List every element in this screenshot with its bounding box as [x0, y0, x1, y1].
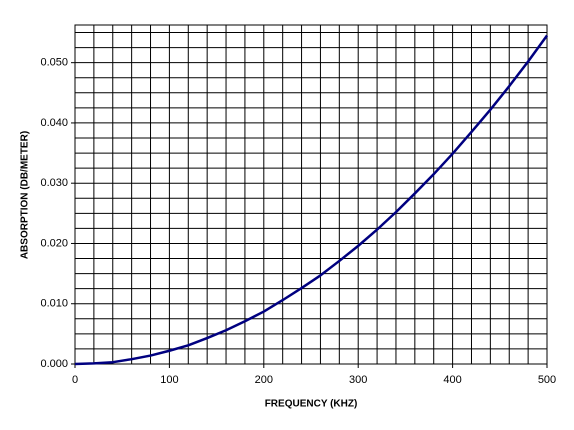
- x-tick-label: 100: [160, 374, 178, 386]
- y-axis-title: ABSORPTION (DB/METER): [20, 131, 31, 259]
- y-tick-label: 0.040: [40, 117, 68, 129]
- y-tick-label: 0.020: [40, 237, 68, 249]
- data-line: [74, 34, 549, 366]
- x-tick-label: 300: [349, 374, 367, 386]
- y-tick-label: 0.030: [40, 177, 68, 189]
- x-tick-label: 500: [538, 374, 556, 386]
- x-tick-label: 0: [72, 374, 78, 386]
- y-tick-label: 0.050: [40, 57, 68, 69]
- x-tick-label: 200: [255, 374, 273, 386]
- y-tick-label: 0.010: [40, 298, 68, 310]
- x-axis-title: FREQUENCY (KHZ): [265, 399, 358, 410]
- x-tick-label: 400: [443, 374, 461, 386]
- y-tick-label: 0.000: [40, 358, 68, 370]
- plot-area: [74, 24, 548, 365]
